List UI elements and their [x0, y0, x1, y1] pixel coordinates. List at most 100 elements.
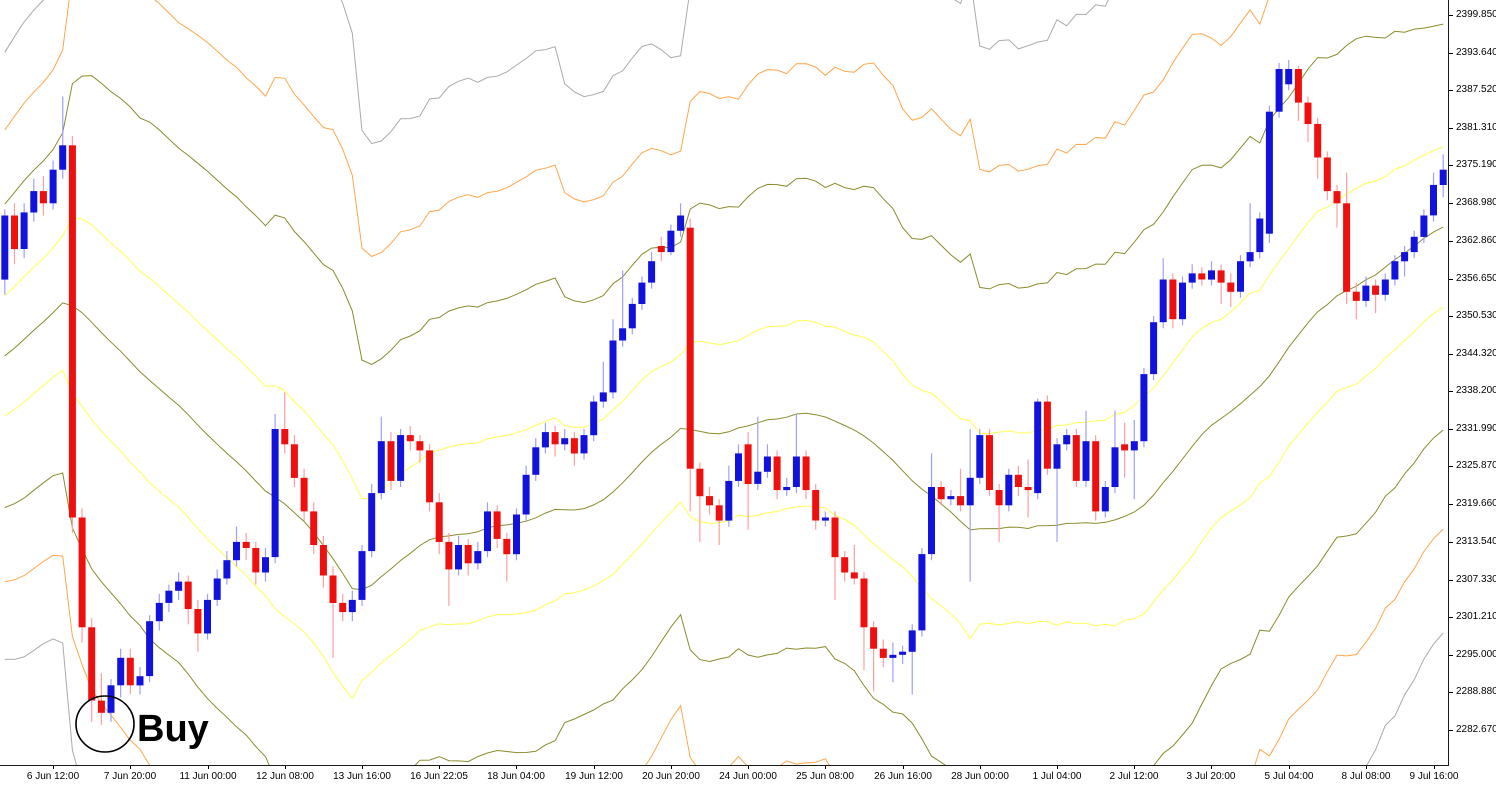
bear-candle [416, 441, 424, 451]
orange-band-upper [4, 0, 1269, 258]
bull-candle [792, 456, 800, 487]
time-axis-label: 28 Jun 00:00 [951, 771, 1009, 782]
bull-candle [1159, 279, 1167, 323]
time-tick-mark [362, 766, 363, 769]
time-tick-mark [671, 766, 672, 769]
bear-candle [1372, 285, 1380, 295]
bull-candle [1208, 270, 1215, 280]
price-tick-mark [1449, 279, 1453, 280]
center-ma-line [4, 226, 1444, 591]
price-tick-label: 2399.850 [1456, 9, 1496, 20]
inner-yellow-band-upper [4, 146, 1444, 500]
bull-candle [175, 581, 183, 591]
bull-candle [1381, 279, 1389, 295]
time-axis-label: 26 Jun 16:00 [874, 771, 932, 782]
candlestick-plot[interactable] [0, 0, 1449, 766]
bull-candle [1246, 252, 1254, 262]
outer-gray-band-lower [4, 632, 1444, 765]
bull-candle [1391, 261, 1399, 280]
time-axis-label: 20 Jun 20:00 [642, 771, 700, 782]
price-tick-label: 2381.310 [1456, 122, 1496, 133]
bear-candle [841, 557, 849, 573]
bear-candle [464, 545, 472, 564]
bull-candle [532, 447, 540, 475]
bull-candle [397, 435, 405, 481]
price-tick-mark [1449, 316, 1453, 317]
bull-candle [918, 554, 926, 631]
bear-candle [281, 429, 289, 445]
bull-candle [233, 541, 240, 561]
bull-candle [136, 676, 144, 686]
time-tick-mark [53, 766, 54, 769]
price-tick-label: 2307.330 [1456, 574, 1496, 585]
bull-candle [677, 215, 685, 231]
bear-candle [1072, 435, 1080, 481]
bull-candle [619, 328, 627, 341]
bull-candle [204, 599, 211, 634]
bear-candle [860, 578, 868, 628]
bear-candle [937, 487, 945, 500]
price-tick-mark [1449, 165, 1453, 166]
time-tick-mark [980, 766, 981, 769]
bull-candle [213, 578, 221, 600]
bear-candle [1198, 273, 1206, 280]
price-tick-mark [1449, 53, 1453, 54]
time-tick-mark [1057, 766, 1058, 769]
bear-candle [1352, 291, 1360, 301]
time-tick-mark [903, 766, 904, 769]
buy-label[interactable]: Buy [137, 708, 209, 750]
time-tick-mark [285, 766, 286, 769]
price-tick-label: 2375.190 [1456, 159, 1496, 170]
bear-candle [406, 435, 414, 442]
bear-candle [97, 700, 105, 713]
bear-candle [870, 627, 878, 649]
time-axis-label: 3 Jul 20:00 [1186, 771, 1236, 782]
price-tick-label: 2282.670 [1456, 724, 1496, 735]
time-tick-mark [1211, 766, 1212, 769]
bull-candle [1362, 285, 1370, 301]
bull-candle [513, 514, 520, 555]
olive-band-lower [4, 429, 1444, 765]
buy-circle-icon[interactable] [75, 695, 135, 753]
bull-candle [1063, 435, 1071, 445]
bull-candle [1111, 447, 1119, 487]
bear-candle [1304, 102, 1312, 124]
price-tick-label: 2393.640 [1456, 47, 1496, 58]
bull-candle [522, 474, 530, 515]
price-tick-label: 2319.660 [1456, 498, 1496, 509]
time-axis[interactable]: 6 Jun 12:00 7 Jun 20:00 11 Jun 00:00 12 Jun… [0, 766, 1496, 790]
bull-candle [1140, 374, 1148, 442]
time-tick-mark [1434, 766, 1435, 769]
bear-candle [696, 468, 704, 497]
bull-candle [1053, 444, 1061, 469]
time-tick-mark [1289, 766, 1290, 769]
price-tick-mark [1449, 128, 1453, 129]
bear-candle [126, 657, 134, 686]
bear-candle [78, 517, 86, 628]
price-tick-label: 2368.980 [1456, 197, 1496, 208]
bear-candle [445, 541, 453, 570]
bull-candle [1188, 273, 1196, 283]
bear-candle [1043, 401, 1051, 469]
bull-candle [1285, 69, 1293, 85]
outer-gray-band-upper [4, 0, 1109, 145]
bear-candle [1323, 157, 1331, 192]
time-tick-mark [208, 766, 209, 769]
bull-candle [223, 560, 231, 579]
bull-candle [117, 657, 125, 686]
bull-candle [1237, 261, 1244, 292]
price-tick-label: 2350.530 [1456, 310, 1496, 321]
price-tick-mark [1449, 241, 1453, 242]
time-axis-label: 16 Jun 22:05 [410, 771, 468, 782]
bull-candle [1150, 322, 1158, 375]
time-tick-mark [130, 766, 131, 769]
bull-candle [628, 303, 636, 329]
time-tick-mark [748, 766, 749, 769]
bull-candle [1082, 441, 1090, 481]
bear-candle [744, 444, 752, 484]
bull-candle [368, 493, 376, 552]
price-axis[interactable]: 2399.850 2393.640 2387.520 2381.310 2375.190… [1449, 0, 1496, 765]
bear-candle [68, 145, 76, 518]
bear-candle [1227, 282, 1235, 292]
bull-candle [1130, 441, 1138, 451]
